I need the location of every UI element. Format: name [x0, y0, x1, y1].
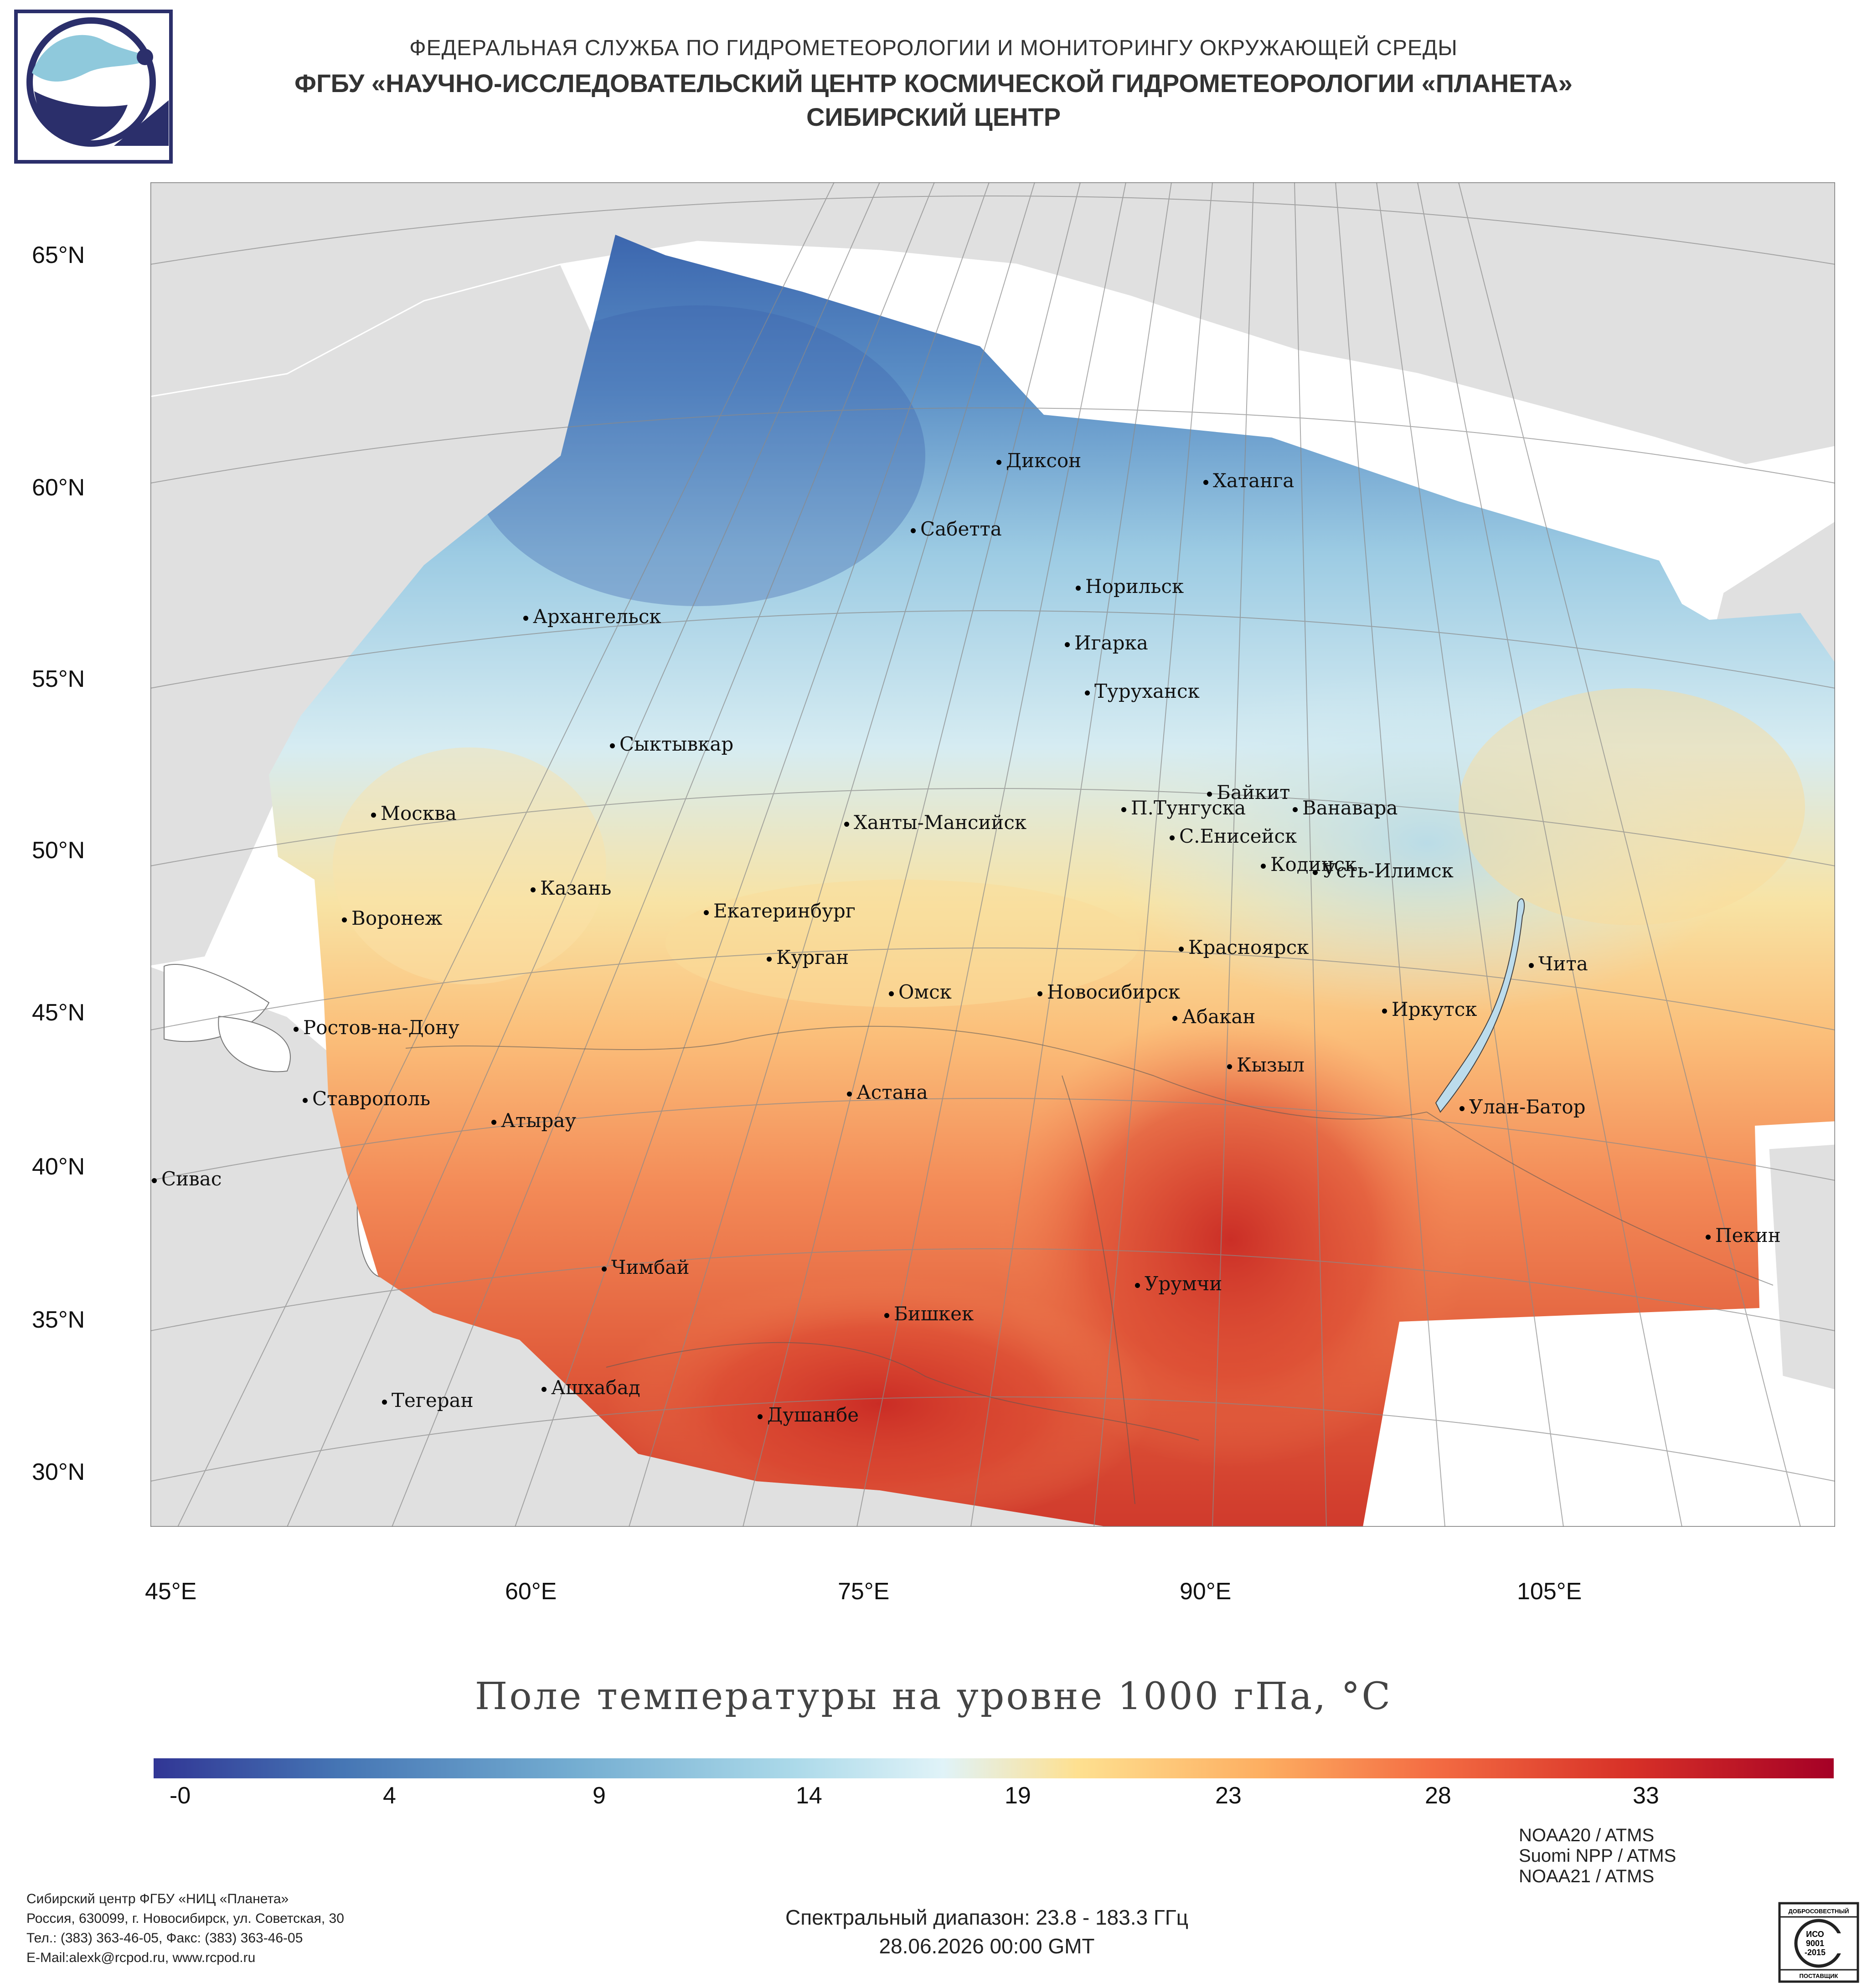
city-label: Ханты-Мансийск [844, 813, 1026, 832]
map-title: Поле температуры на уровне 1000 гПа, °C [474, 1675, 1393, 1718]
iso-text-3: -2015 [1805, 1948, 1826, 1957]
city-label: Сабетта [911, 520, 1002, 539]
city-label: Ростов-на-Дону [294, 1018, 459, 1037]
lat-label: 30°N [32, 1459, 85, 1485]
colorbar-tick: 19 [1005, 1782, 1031, 1809]
org-line: E-Mail:alexk@rcpod.ru, www.rcpod.ru [26, 1950, 256, 1965]
lake-baikal [1435, 898, 1525, 1113]
org-line: Сибирский центр ФГБУ «НИЦ «Планета» [26, 1891, 289, 1906]
borders [405, 1025, 1774, 1504]
city-label: Игарка [1065, 633, 1148, 653]
iso-bottom-text: ПОСТАВЩИК [1800, 1973, 1838, 1979]
spectral-range: Спектральный диапазон: 23.8 - 183.3 ГГц [785, 1906, 1189, 1929]
org-line: Тел.: (383) 363-46-05, Факс: (383) 363-4… [26, 1931, 303, 1946]
colorbar [154, 1758, 1834, 1778]
city-label: Воронеж [342, 909, 443, 928]
iso-text-1: ИСО [1806, 1930, 1824, 1939]
center-title: ФГБУ «НАУЧНО-ИССЛЕДОВАТЕЛЬСКИЙ ЦЕНТР КОС… [294, 69, 1573, 98]
lat-label: 55°N [32, 666, 85, 692]
city-label: Сивас [152, 1169, 222, 1189]
city-label: Новосибирск [1037, 983, 1180, 1002]
city-label: Тегеран [382, 1391, 474, 1410]
city-label: Душанбе [758, 1406, 859, 1425]
city-label: Байкит [1207, 783, 1290, 802]
org-line: Россия, 630099, г. Новосибирск, ул. Сове… [26, 1911, 344, 1926]
city-label: Ставрополь [303, 1089, 430, 1108]
lon-label: 60°E [505, 1578, 557, 1605]
colorbar-tick: 28 [1425, 1782, 1451, 1809]
lat-label: 60°N [32, 474, 85, 501]
city-label: Пекин [1706, 1226, 1781, 1245]
city-label: Ванавара [1293, 798, 1398, 818]
iso-certification-badge: ДОБРОСОВЕСТНЫЙ ИСО 9001 -2015 ПОСТАВЩИК [1778, 1902, 1859, 1983]
lon-label: 45°E [145, 1578, 197, 1605]
city-label: Туруханск [1085, 682, 1200, 701]
city-label: Норильск [1076, 577, 1184, 596]
city-label: Казань [531, 879, 611, 898]
city-label: П.Тунгуска [1121, 798, 1246, 818]
iso-top-text: ДОБРОСОВЕСТНЫЙ [1788, 1908, 1849, 1915]
city-label: Красноярск [1179, 938, 1309, 957]
colorbar-tick: -0 [170, 1782, 191, 1809]
colorbar-tick: 4 [383, 1782, 396, 1809]
city-label: Абакан [1172, 1007, 1255, 1026]
lon-label: 75°E [838, 1578, 890, 1605]
city-label: Бишкек [884, 1304, 974, 1324]
organization-contacts: Сибирский центр ФГБУ «НИЦ «Планета» Росс… [26, 1889, 344, 1967]
lon-label: 105°E [1517, 1578, 1582, 1605]
city-label: Екатеринбург [704, 901, 856, 921]
city-label: С.Енисейск [1170, 827, 1297, 846]
sensor-item: NOAA21 / ATMS [1519, 1866, 1655, 1886]
lat-label: 35°N [32, 1307, 85, 1333]
city-label: Курган [767, 948, 849, 967]
sensor-list: NOAA20 / ATMS Suomi NPP / ATMS NOAA21 / … [1519, 1825, 1676, 1887]
city-label: Диксон [996, 451, 1081, 470]
planeta-logo [14, 10, 173, 164]
city-label: Улан-Батор [1460, 1097, 1586, 1117]
city-label: Хатанга [1203, 471, 1294, 490]
landmass [150, 182, 1835, 1527]
city-label: Иркутск [1382, 1000, 1477, 1019]
city-label: Архангельск [523, 607, 661, 626]
temperature-map [150, 182, 1835, 1527]
lon-label: 90°E [1180, 1578, 1232, 1605]
sensor-item: NOAA20 / ATMS [1519, 1825, 1655, 1845]
city-label: Ашхабад [542, 1378, 640, 1397]
lat-label: 40°N [32, 1154, 85, 1180]
colorbar-tick: 23 [1215, 1782, 1242, 1809]
city-label: Омск [889, 983, 952, 1002]
city-label: Атырау [491, 1111, 576, 1130]
colorbar-tick: 14 [796, 1782, 822, 1809]
city-label: Чимбай [602, 1258, 689, 1277]
lat-label: 50°N [32, 837, 85, 864]
city-label: Усть-Илимск [1313, 861, 1454, 881]
colorbar-tick: 9 [593, 1782, 606, 1809]
city-label: Москва [371, 804, 457, 823]
city-label: Кызыл [1227, 1056, 1305, 1075]
city-label: Чита [1529, 954, 1588, 973]
agency-title: ФЕДЕРАЛЬНАЯ СЛУЖБА ПО ГИДРОМЕТЕОРОЛОГИИ … [409, 36, 1458, 60]
sensor-item: Suomi NPP / ATMS [1519, 1846, 1676, 1866]
city-label: Урумчи [1135, 1274, 1222, 1293]
observation-datetime: 28.06.2026 00:00 GMT [879, 1934, 1095, 1958]
lat-label: 65°N [32, 242, 85, 268]
graticule [150, 182, 1835, 1527]
lat-label: 45°N [32, 999, 85, 1026]
iso-text-2: 9001 [1806, 1939, 1824, 1948]
city-label: Астана [847, 1083, 928, 1102]
branch-title: СИБИРСКИЙ ЦЕНТР [806, 103, 1061, 131]
colorbar-tick: 33 [1633, 1782, 1659, 1809]
city-label: Сыктывкар [610, 735, 733, 754]
